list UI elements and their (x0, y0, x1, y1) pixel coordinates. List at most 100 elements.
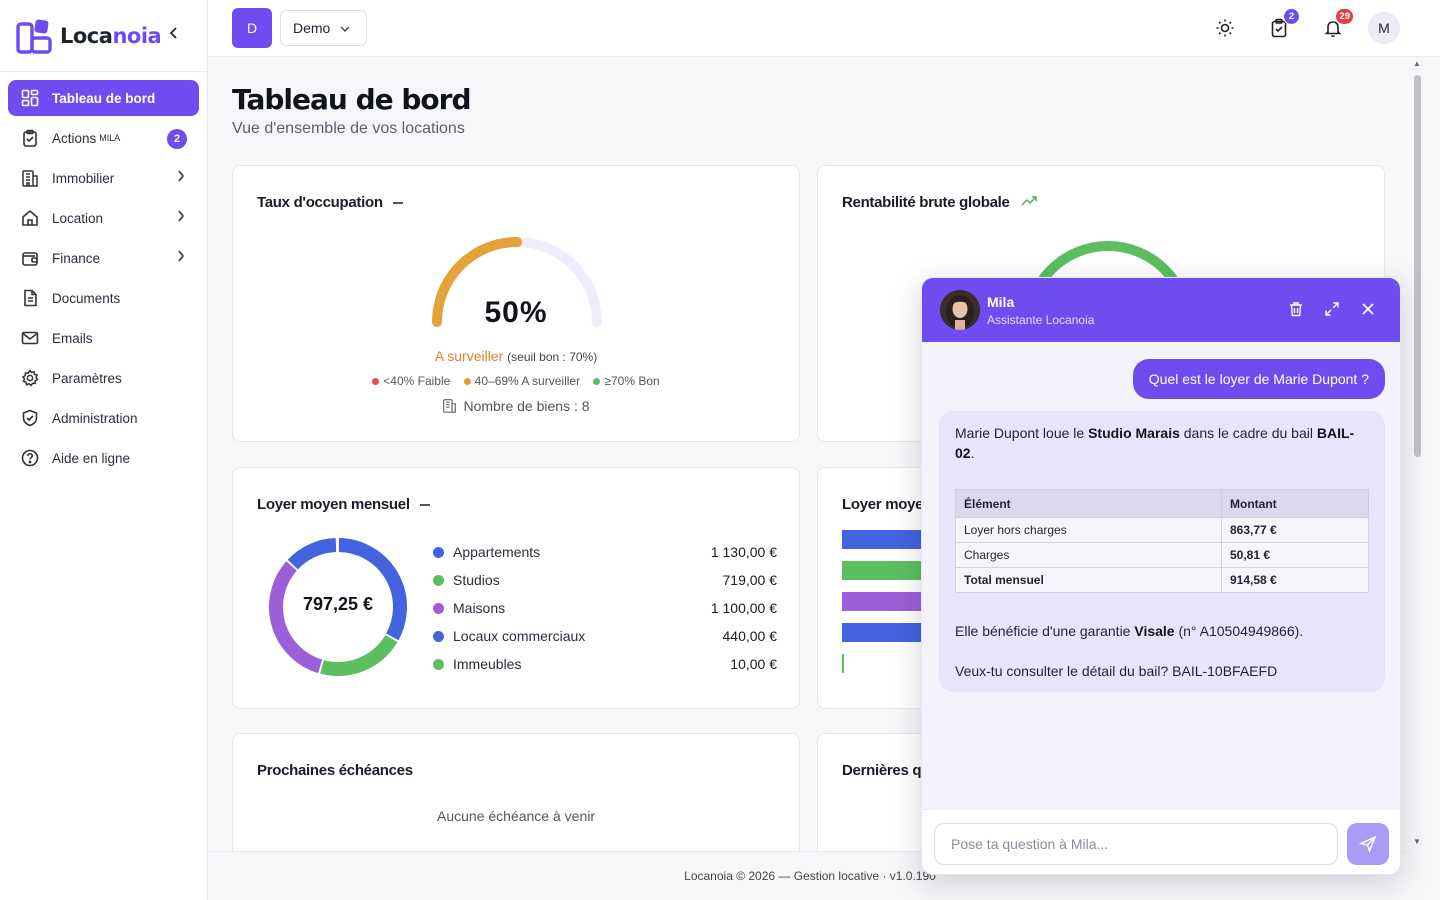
workspace-avatar[interactable]: D (232, 8, 272, 48)
gauge-fill (432, 237, 522, 327)
loyer-row-locaux: Locaux commerciaux 440,00 € (433, 622, 777, 650)
sidebar-item-location[interactable]: Location (8, 200, 199, 236)
loyer-moyen-card: Loyer moyen mensuel 797,25 € Appartement… (232, 467, 800, 709)
assistant-message: Marie Dupont loue le Studio Marais dans … (939, 411, 1385, 692)
help-icon (20, 448, 40, 468)
echeances-card: Prochaines échéances Aucune échéance à v… (232, 733, 800, 851)
sidebar-item-label: Administration (52, 410, 138, 426)
sidebar-item-label: Documents (52, 290, 121, 306)
sun-icon (1216, 19, 1234, 37)
table-row: Loyer hors charges 863,77 € (955, 517, 1369, 543)
legend-item-faible: <40% Faible (372, 374, 450, 388)
chevron-right-icon (177, 170, 185, 185)
gear-icon (20, 368, 40, 388)
sidebar-item-immobilier[interactable]: Immobilier (8, 160, 199, 196)
building-icon (20, 168, 40, 188)
chevron-right-icon (177, 210, 185, 225)
loyer-row-immeubles: Immeubles 10,00 € (433, 650, 777, 678)
card-title: Taux d'occupation (257, 194, 403, 211)
sidebar-item-parametres[interactable]: Paramètres (8, 360, 199, 396)
close-icon (1362, 303, 1374, 315)
table-row: Charges 50,81 € (955, 542, 1369, 568)
table-header: Élément (955, 489, 1222, 518)
occupancy-value: 50% (484, 296, 548, 329)
send-button[interactable] (1347, 823, 1389, 865)
sidebar-item-emails[interactable]: Emails (8, 320, 199, 356)
loyer-row-maisons: Maisons 1 100,00 € (433, 594, 777, 622)
chat-header: Mila Assistante Locanoia (922, 278, 1400, 342)
sidebar: Locanoia Tableau de bord Actions MILA 2 I… (0, 0, 208, 900)
notifications-button[interactable]: 29 (1321, 8, 1354, 40)
occupancy-card: Taux d'occupation 50% A surveiller (seui… (232, 165, 800, 442)
loyer-legend: Appartements 1 130,00 € Studios 719,00 € M… (433, 538, 777, 678)
table-cell: 50,81 € (1221, 542, 1369, 568)
sidebar-item-tableau-de-bord[interactable]: Tableau de bord (8, 80, 199, 116)
table-cell: 863,77 € (1221, 517, 1369, 543)
trend-flat-icon (419, 504, 430, 506)
expand-chat-button[interactable] (1323, 300, 1341, 318)
logo[interactable]: Locanoia (0, 0, 207, 72)
document-icon (20, 288, 40, 308)
card-title: Rentabilité brute globale (842, 194, 1038, 211)
sidebar-item-actions[interactable]: Actions MILA 2 (8, 120, 199, 156)
table-row: Total mensuel 914,58 € (955, 567, 1369, 593)
collapse-sidebar-button[interactable] (166, 26, 182, 46)
assistant-intro: Marie Dupont loue le Studio Marais dans … (955, 425, 1355, 461)
table-header: Montant (1221, 489, 1369, 518)
sidebar-item-documents[interactable]: Documents (8, 280, 199, 316)
echeances-empty: Aucune échéance à venir (437, 808, 595, 824)
clipboard-check-icon (20, 128, 40, 148)
trend-flat-icon (392, 202, 403, 204)
page-subtitle: Vue d'ensemble de vos locations (232, 120, 465, 137)
garantie-text: Elle bénéficie d'une garantie Visale (n°… (955, 623, 1304, 639)
loyer-donut-chart (265, 534, 411, 680)
scroll-up-arrow[interactable]: ▲ (1413, 59, 1421, 68)
close-chat-button[interactable] (1359, 300, 1377, 318)
occupancy-status: A surveiller (seuil bon : 70%) (434, 348, 598, 364)
loyer-moyen-value: 797,25 € (302, 594, 374, 614)
assistant-role: Assistante Locanoia (987, 313, 1095, 327)
occupancy-gauge (427, 232, 607, 332)
scroll-thumb[interactable] (1414, 75, 1421, 457)
sidebar-item-label: Finance (52, 250, 101, 266)
delete-conversation-button[interactable] (1287, 300, 1305, 318)
workspace-name: Demo (293, 20, 331, 36)
theme-toggle-button[interactable] (1213, 16, 1237, 40)
donut-slice-0 (338, 538, 407, 641)
sidebar-nav: Tableau de bord Actions MILA 2 Immobilier… (0, 72, 207, 488)
chevron-left-icon (169, 27, 177, 39)
sidebar-item-label: Tableau de bord (52, 90, 156, 106)
mila-sup: MILA (99, 133, 121, 143)
sidebar-item-finance[interactable]: Finance (8, 240, 199, 276)
actions-badge: 2 (167, 129, 187, 149)
shield-icon (20, 408, 40, 428)
bar-immeubles (842, 654, 844, 673)
sidebar-item-label: Actions (52, 130, 97, 146)
loyer-bar-chart (842, 530, 932, 685)
card-title: Loyer moye (842, 496, 924, 513)
expand-icon (1325, 302, 1339, 316)
sidebar-item-label: Aide en ligne (52, 450, 131, 466)
scroll-down-arrow[interactable]: ▼ (1413, 837, 1421, 846)
donut-slice-1 (320, 634, 398, 676)
bar-studios (842, 561, 932, 580)
tasks-button[interactable]: 2 (1267, 8, 1300, 40)
sidebar-item-aide-en-ligne[interactable]: Aide en ligne (8, 440, 199, 476)
table-cell: Loyer hors charges (955, 517, 1222, 543)
assistant-avatar (940, 290, 980, 330)
occupancy-legend: <40% Faible 40–69% A surveiller ≥70% Bon (233, 374, 799, 388)
chat-input[interactable] (934, 823, 1338, 865)
loyer-row-studios: Studios 719,00 € (433, 566, 777, 594)
page-scrollbar[interactable]: ▲ ▼ (1412, 57, 1424, 851)
trend-up-icon (1021, 196, 1038, 206)
chat-panel: Mila Assistante Locanoia Quel est le loy… (921, 277, 1401, 875)
chevron-down-icon (340, 20, 350, 36)
trash-icon (1290, 302, 1302, 317)
bar-locaux (842, 623, 932, 642)
legend-item-surveiller: 40–69% A surveiller (463, 374, 580, 388)
notifications-badge: 29 (1335, 8, 1354, 25)
workspace-select[interactable]: Demo (280, 10, 367, 46)
chat-input-bar (922, 809, 1400, 874)
sidebar-item-administration[interactable]: Administration (8, 400, 199, 436)
user-avatar[interactable]: M (1368, 12, 1400, 44)
